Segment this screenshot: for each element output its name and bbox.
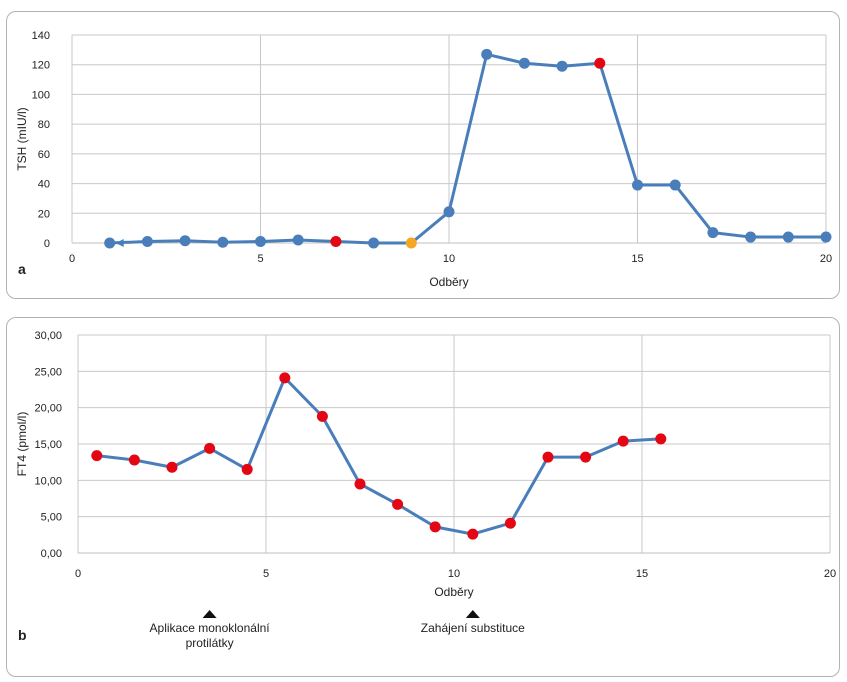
x-tick-label: 0 bbox=[75, 568, 81, 580]
y-tick-label: 10,00 bbox=[34, 475, 62, 487]
data-point bbox=[128, 454, 140, 466]
data-point bbox=[354, 478, 366, 490]
data-point bbox=[632, 179, 643, 191]
chart-panel-b bbox=[6, 317, 840, 677]
data-point bbox=[518, 57, 530, 69]
data-point bbox=[669, 179, 681, 191]
data-point bbox=[91, 450, 103, 462]
annotation-arrow-icon bbox=[202, 610, 217, 618]
data-point bbox=[166, 461, 178, 473]
data-point bbox=[241, 463, 253, 475]
data-point bbox=[279, 372, 291, 384]
x-axis-title: Odběry bbox=[434, 585, 473, 599]
x-tick-label: 10 bbox=[448, 568, 460, 580]
data-point bbox=[368, 237, 380, 249]
x-tick-label: 15 bbox=[636, 568, 648, 580]
data-point bbox=[504, 517, 516, 529]
data-point bbox=[467, 528, 479, 540]
y-axis-title: FT4 (pmol/l) bbox=[15, 412, 29, 477]
data-point bbox=[316, 410, 328, 422]
y-tick-label: 20,00 bbox=[34, 403, 62, 415]
y-tick-label: 0 bbox=[44, 238, 50, 250]
data-point bbox=[405, 237, 417, 249]
x-tick-label: 20 bbox=[820, 253, 832, 265]
data-point bbox=[292, 234, 304, 246]
x-tick-label: 5 bbox=[257, 253, 263, 265]
panel-letter: b bbox=[18, 627, 27, 643]
x-tick-label: 15 bbox=[631, 253, 643, 265]
data-point bbox=[204, 442, 216, 454]
data-point bbox=[707, 227, 719, 239]
x-tick-label: 0 bbox=[69, 253, 75, 265]
data-point bbox=[179, 235, 191, 247]
data-point bbox=[820, 231, 832, 243]
x-tick-label: 20 bbox=[824, 568, 836, 580]
annotation-label: Aplikace monoklonální bbox=[150, 621, 271, 635]
data-point bbox=[255, 236, 266, 248]
annotation-label: Zahájení substituce bbox=[421, 621, 525, 635]
data-point bbox=[104, 237, 116, 249]
y-axis-title: TSH (mIU/l) bbox=[15, 107, 29, 170]
y-tick-label: 100 bbox=[32, 89, 50, 101]
data-point bbox=[429, 521, 441, 533]
y-tick-label: 140 bbox=[32, 30, 50, 42]
series-line bbox=[109, 52, 826, 245]
data-point bbox=[141, 236, 153, 248]
y-tick-label: 15,00 bbox=[34, 439, 62, 451]
annotation-label: protilátky bbox=[186, 636, 234, 650]
data-point bbox=[745, 231, 757, 243]
data-point bbox=[443, 206, 455, 218]
data-point bbox=[392, 498, 404, 510]
y-tick-label: 60 bbox=[38, 149, 50, 161]
y-tick-label: 40 bbox=[38, 179, 50, 191]
x-tick-label: 5 bbox=[263, 568, 269, 580]
data-point bbox=[481, 48, 493, 60]
data-point bbox=[556, 60, 568, 72]
chart-panel-a bbox=[6, 11, 840, 299]
x-tick-label: 10 bbox=[443, 253, 455, 265]
y-tick-label: 25,00 bbox=[34, 366, 62, 378]
data-point bbox=[217, 236, 229, 248]
data-point bbox=[782, 231, 794, 243]
series-line bbox=[96, 376, 661, 536]
y-tick-label: 20 bbox=[38, 208, 50, 220]
y-tick-label: 80 bbox=[38, 119, 50, 131]
x-axis-title: Odběry bbox=[429, 275, 468, 289]
panel-letter: a bbox=[18, 261, 26, 277]
y-tick-label: 0,00 bbox=[41, 548, 62, 560]
data-point bbox=[330, 236, 342, 248]
y-tick-label: 30,00 bbox=[34, 330, 62, 342]
y-tick-label: 5,00 bbox=[41, 512, 62, 524]
data-point bbox=[580, 451, 592, 463]
y-tick-label: 120 bbox=[32, 60, 50, 72]
series-arrowhead bbox=[115, 239, 124, 247]
data-point bbox=[594, 57, 606, 69]
data-point bbox=[542, 451, 554, 463]
annotation-arrow-icon bbox=[465, 610, 480, 618]
data-point bbox=[617, 435, 629, 447]
data-point bbox=[655, 433, 667, 445]
